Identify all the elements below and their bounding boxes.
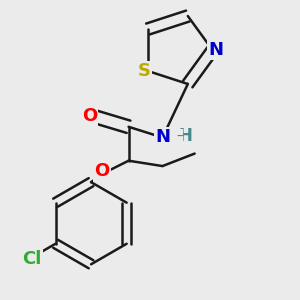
Text: H: H	[178, 128, 192, 146]
Text: N: N	[155, 128, 170, 146]
Text: –: –	[176, 129, 183, 143]
Text: S: S	[138, 62, 151, 80]
Text: O: O	[94, 162, 110, 180]
Text: O: O	[82, 107, 97, 125]
Text: N: N	[208, 41, 224, 59]
Text: Cl: Cl	[22, 250, 42, 268]
